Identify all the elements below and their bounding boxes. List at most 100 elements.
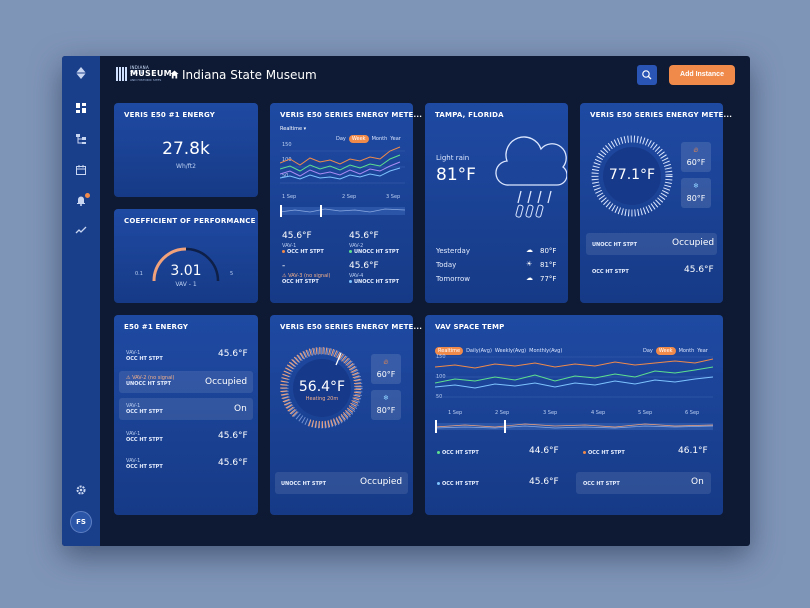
cop-value: 3.01 bbox=[170, 263, 202, 279]
tab-year[interactable]: Year bbox=[697, 348, 708, 354]
range-scrubber[interactable] bbox=[280, 204, 405, 218]
row-label: OCC HT STPT bbox=[126, 464, 163, 470]
logo-diamond-icon[interactable] bbox=[74, 66, 88, 80]
forecast-day: Today bbox=[436, 261, 457, 269]
vav-line-chart bbox=[435, 356, 713, 398]
row-device: VAV-1 bbox=[126, 458, 141, 464]
row-value: 45.6°F bbox=[218, 349, 248, 359]
dashboard-icon[interactable] bbox=[74, 102, 88, 116]
card-title: VERIS E50 #1 ENERGY bbox=[124, 111, 216, 119]
range-scrubber[interactable] bbox=[435, 419, 713, 433]
tab-year[interactable]: Year bbox=[390, 136, 401, 142]
cop-gauge bbox=[152, 247, 220, 282]
side-rail: FS bbox=[62, 56, 100, 546]
reading-label: OCC HT STPT bbox=[282, 279, 319, 285]
tab-realtime[interactable]: Realtime bbox=[435, 347, 464, 355]
reading-label: OCC HT STPT bbox=[437, 481, 479, 487]
tab-monthly[interactable]: Monthly(Avg) bbox=[529, 348, 563, 354]
thermostat-card[interactable]: VERIS E50 SERIES ENERGY METE... 77.1°F 🔥… bbox=[580, 103, 732, 303]
status-value: Occupied bbox=[360, 477, 403, 487]
heating-sub: Heating 20m bbox=[305, 396, 339, 402]
forecast-day: Tomorrow bbox=[436, 275, 470, 283]
reading-device: ⚠ VAV-3 (no signal) bbox=[282, 273, 331, 279]
tab-daily[interactable]: Daily(Avg) bbox=[466, 348, 492, 354]
card-title: TAMPA, FLORIDA bbox=[435, 111, 504, 119]
reading-label: UNOCC HT STPT bbox=[349, 279, 399, 285]
vav-space-temp-card[interactable]: VAV SPACE TEMP Realtime Daily(Avg) Weekly(… bbox=[425, 315, 723, 515]
user-avatar[interactable]: FS bbox=[70, 511, 92, 533]
reading-device: VAV-4 bbox=[349, 273, 364, 279]
status-value: Occupied bbox=[672, 238, 715, 248]
x-tick: 3 Sep bbox=[543, 410, 558, 416]
reading-value: - bbox=[282, 261, 286, 271]
cloud-icon: ☁ bbox=[526, 246, 533, 254]
list-item[interactable] bbox=[119, 398, 253, 420]
gear-icon[interactable] bbox=[74, 484, 88, 498]
museum-logo[interactable]: INDIANA STATE MUSEUM AND HISTORIC SITES bbox=[116, 65, 172, 85]
warning-icon: ⚠ bbox=[282, 273, 287, 279]
sun-icon: ☀ bbox=[526, 260, 533, 268]
tab-week[interactable]: Week bbox=[348, 135, 369, 143]
heating-card[interactable]: VERIS E50 SERIES ENERGY METE... 56.4°F H… bbox=[270, 315, 422, 515]
add-instance-button[interactable]: Add Instance bbox=[669, 65, 735, 85]
page-title: Indiana State Museum bbox=[182, 68, 317, 82]
card-title: VAV SPACE TEMP bbox=[435, 323, 505, 331]
x-tick: 3 Sep bbox=[386, 194, 401, 200]
heating-dial bbox=[280, 347, 363, 429]
reading-value: 46.1°F bbox=[678, 446, 708, 456]
tab-day[interactable]: Day bbox=[643, 348, 653, 354]
bell-icon[interactable] bbox=[74, 193, 90, 208]
mode-tabs: Realtime Daily(Avg) Weekly(Avg) Monthly(Avg… bbox=[435, 337, 565, 356]
warning-icon: ⚠ bbox=[126, 375, 131, 381]
e50-energy-card[interactable]: E50 #1 ENERGY VAV-1 OCC HT STPT 45.6°F ⚠… bbox=[114, 315, 258, 515]
reading-label: OCC HT STPT bbox=[583, 481, 620, 487]
tab-month[interactable]: Month bbox=[371, 136, 388, 142]
cop-sub: VAV - 1 bbox=[175, 281, 197, 288]
reading-value: 45.6°F bbox=[282, 231, 312, 241]
flame-icon: 🔥︎ bbox=[693, 146, 699, 154]
tab-weekly[interactable]: Weekly(Avg) bbox=[494, 348, 527, 354]
card-title: VERIS E50 SERIES ENERGY METE... bbox=[590, 111, 733, 119]
reading-value: 45.6°F bbox=[349, 261, 379, 271]
row-value: 45.6°F bbox=[218, 431, 248, 441]
heat-setpoint[interactable]: 🔥︎ 60°F bbox=[681, 142, 711, 172]
reading-device: VAV-2 bbox=[349, 243, 364, 249]
thermostat-dial bbox=[591, 135, 673, 217]
cool-setpoint[interactable]: ❄ 80°F bbox=[371, 390, 401, 420]
energy-meter-card[interactable]: VERIS E50 SERIES ENERGY METE... Realtime… bbox=[270, 103, 422, 303]
energy-card[interactable]: VERIS E50 #1 ENERGY 27.8k Wh/ft2 bbox=[114, 103, 258, 197]
gauge-max: 5 bbox=[230, 271, 234, 277]
forecast-temp: 77°F bbox=[540, 275, 557, 283]
weather-card[interactable]: TAMPA, FLORIDA Light rain 81°F Yesterday… bbox=[425, 103, 568, 303]
tab-day[interactable]: Day bbox=[336, 136, 346, 142]
row-value: 45.6°F bbox=[218, 458, 248, 468]
reading-value: 45.6°F bbox=[684, 265, 714, 275]
cop-card[interactable]: COEFFICIENT OF PERFORMANCE 0.1 5 3.01 VA… bbox=[114, 209, 258, 303]
row-value: On bbox=[234, 404, 247, 414]
heating-temp: 56.4°F bbox=[298, 379, 346, 395]
status-label: UNOCC HT STPT bbox=[592, 242, 637, 248]
row-label: OCC HT STPT bbox=[126, 437, 163, 443]
reading-label: OCC HT STPT bbox=[282, 249, 324, 255]
row-label: UNOCC HT STPT bbox=[126, 381, 171, 387]
list-item[interactable] bbox=[119, 371, 253, 393]
y-tick: 150 bbox=[282, 142, 292, 148]
cool-setpoint[interactable]: ❄ 80°F bbox=[681, 178, 711, 208]
hierarchy-icon[interactable] bbox=[74, 133, 88, 147]
row-device: ⚠ VAV-2 (no signal) bbox=[126, 375, 175, 381]
trend-icon[interactable] bbox=[74, 224, 88, 238]
mode-select[interactable]: Realtime ▾ bbox=[280, 126, 307, 132]
row-device: VAV-1 bbox=[126, 403, 141, 409]
tab-week[interactable]: Week bbox=[655, 347, 676, 355]
x-tick: 1 Sep bbox=[448, 410, 463, 416]
energy-line-chart bbox=[280, 146, 405, 184]
calendar-icon[interactable] bbox=[74, 164, 88, 178]
cloud-icon: ☁ bbox=[526, 274, 533, 282]
x-tick: 4 Sep bbox=[591, 410, 606, 416]
card-title: COEFFICIENT OF PERFORMANCE bbox=[124, 217, 256, 225]
tab-month[interactable]: Month bbox=[678, 348, 695, 354]
search-button[interactable] bbox=[637, 65, 657, 85]
heat-setpoint[interactable]: 🔥︎ 60°F bbox=[371, 354, 401, 384]
reading-value: 45.6°F bbox=[349, 231, 379, 241]
card-title: E50 #1 ENERGY bbox=[124, 323, 189, 331]
